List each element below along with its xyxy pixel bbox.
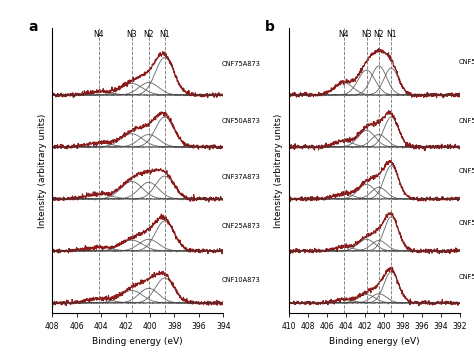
X-axis label: Binding energy (eV): Binding energy (eV)	[92, 337, 183, 346]
Text: N2: N2	[144, 30, 154, 39]
Text: CNF10A873: CNF10A873	[221, 277, 260, 283]
Text: CNF50A873: CNF50A873	[221, 119, 260, 124]
Text: CNF50A873: CNF50A873	[458, 220, 474, 226]
Text: CNF50A973: CNF50A973	[458, 118, 474, 124]
Y-axis label: Intensity (arbitrary units): Intensity (arbitrary units)	[37, 114, 46, 228]
Y-axis label: Intensity (arbitrary units): Intensity (arbitrary units)	[274, 114, 283, 228]
Text: CNF50A823: CNF50A823	[458, 274, 474, 280]
Text: b: b	[264, 20, 274, 34]
Text: a: a	[28, 20, 37, 34]
Text: N1: N1	[159, 30, 170, 39]
Text: N4: N4	[93, 30, 104, 39]
Text: N2: N2	[374, 30, 384, 39]
X-axis label: Binding energy (eV): Binding energy (eV)	[329, 337, 419, 346]
Text: CNF50A1023: CNF50A1023	[458, 59, 474, 65]
Text: CNF25A873: CNF25A873	[221, 222, 260, 229]
Text: N1: N1	[386, 30, 397, 39]
Text: CNF50A923: CNF50A923	[458, 168, 474, 174]
Text: CNF37A873: CNF37A873	[221, 174, 260, 180]
Text: N4: N4	[338, 30, 349, 39]
Text: CNF75A873: CNF75A873	[221, 61, 260, 67]
Text: N3: N3	[361, 30, 372, 39]
Text: N3: N3	[127, 30, 137, 39]
